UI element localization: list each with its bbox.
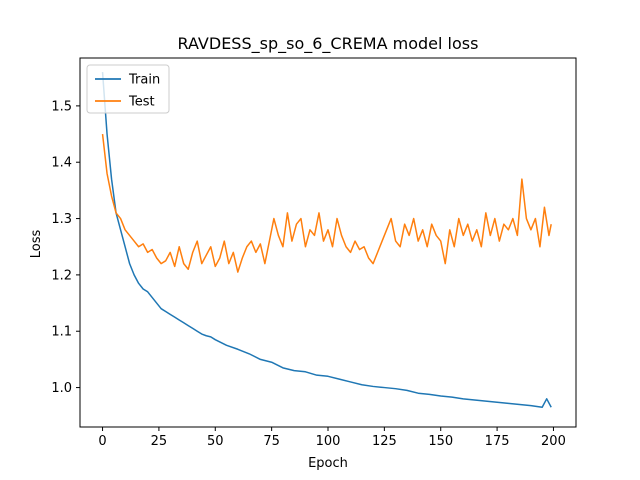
x-axis-label: Epoch [308, 456, 348, 471]
x-tick-label: 175 [485, 434, 510, 449]
x-tick-label: 50 [207, 434, 224, 449]
series-line-train [101, 72, 552, 409]
x-tick-label: 150 [428, 434, 453, 449]
x-axis-ticks: 0 25 50 75 100 125 150 175 200 [98, 427, 566, 449]
legend-label-test: Test [128, 95, 155, 110]
x-tick-label: 75 [263, 434, 280, 449]
x-tick-label: 0 [98, 434, 106, 449]
x-tick-label: 125 [372, 434, 397, 449]
series-layer [101, 72, 552, 409]
y-axis-label: Loss [29, 230, 44, 259]
legend: Train Test [86, 64, 170, 114]
y-tick-label: 1.2 [51, 268, 72, 283]
y-axis-ticks: 1.0 1.1 1.2 1.3 1.4 1.5 [51, 99, 80, 396]
x-tick-label: 200 [541, 434, 566, 449]
series-line-test [101, 133, 552, 273]
plot-area: 0 25 50 75 100 125 150 175 200 1.01.11.21.31.41.… [51, 57, 577, 449]
y-tick-label: 1.1 [51, 325, 72, 340]
x-tick-label: 100 [316, 434, 341, 449]
y-tick-label: 1.4 [51, 156, 72, 171]
y-tick-label: 1.3 [51, 212, 72, 227]
chart-title: RAVDESS_sp_so_6_CREMA model loss [178, 34, 479, 54]
y-tick-label: 1.0 [51, 381, 72, 396]
x-tick-label: 25 [151, 434, 168, 449]
y-tick-label: 1.5 [51, 99, 72, 114]
legend-label-train: Train [128, 73, 160, 88]
